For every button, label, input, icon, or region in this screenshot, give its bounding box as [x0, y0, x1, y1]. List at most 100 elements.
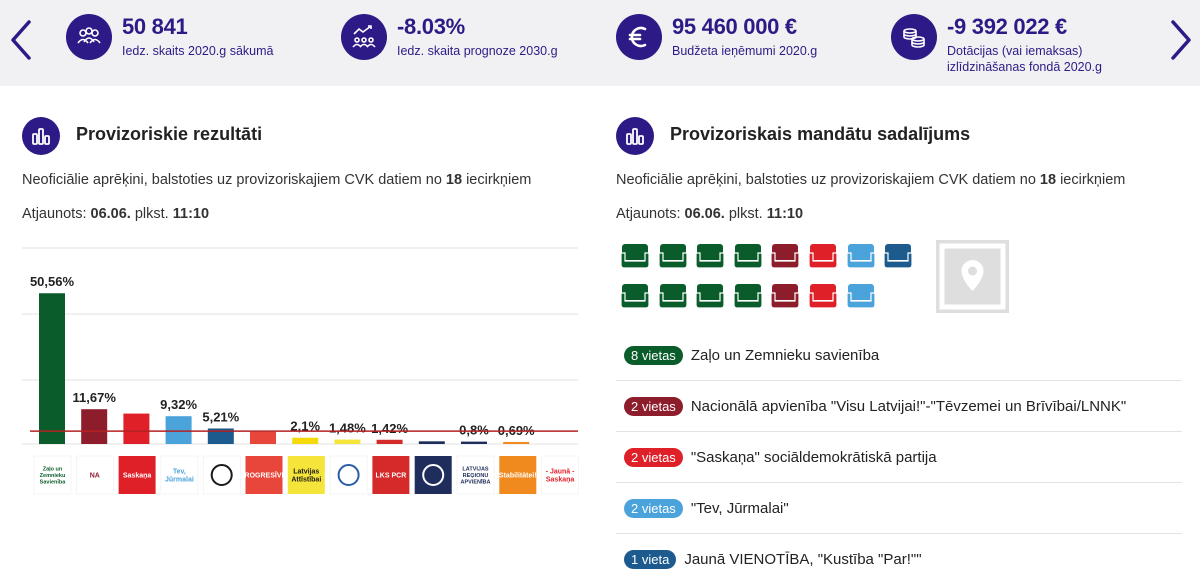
bar[interactable] — [165, 416, 192, 444]
data-label: 5,21% — [202, 409, 239, 424]
bar[interactable] — [334, 439, 361, 444]
results-title: Provizoriskie rezultāti — [76, 124, 263, 144]
stat-value: 50 841 — [122, 14, 188, 39]
stat-label: Budžeta ieņēmumi 2020.g — [672, 44, 818, 58]
data-label: 2,1% — [290, 419, 320, 434]
seat-icon — [657, 243, 688, 269]
svg-text:Stabilitātei!: Stabilitātei! — [499, 472, 537, 479]
svg-text:Jūrmalai: Jūrmalai — [165, 476, 194, 483]
data-label: 1,42% — [371, 421, 408, 436]
bar[interactable] — [81, 409, 108, 444]
seat-icon — [808, 283, 838, 309]
party-name: "Saskaņa" sociāldemokrātiskā partija — [690, 448, 937, 466]
seat-icon — [770, 243, 800, 269]
stat-value: -8.03% — [397, 14, 465, 39]
stat-value: 95 460 000 € — [672, 14, 797, 39]
bar[interactable] — [503, 441, 530, 444]
party-logo[interactable]: LKS PCR — [372, 456, 410, 494]
next-arrow-icon[interactable] — [1168, 18, 1194, 62]
population-trend-icon — [341, 14, 387, 60]
seat-icon — [808, 243, 838, 269]
data-label: 50,56% — [30, 274, 75, 289]
svg-text:Saskaņa: Saskaņa — [123, 472, 152, 479]
party-logo[interactable] — [202, 455, 241, 495]
bar-chart-icon — [22, 117, 60, 155]
data-label: 0,8% — [459, 423, 489, 438]
bar[interactable] — [207, 428, 234, 444]
bar[interactable] — [39, 293, 65, 444]
bar[interactable] — [461, 441, 487, 444]
party-logo[interactable]: NA — [76, 455, 114, 495]
svg-text:Zemnieku: Zemnieku — [40, 473, 66, 479]
bar[interactable] — [123, 413, 150, 444]
seat-count-badge: 2 vietas — [624, 498, 683, 518]
seat-count-badge: 2 vietas — [624, 447, 683, 467]
svg-text:LKS PCR: LKS PCR — [376, 472, 407, 479]
svg-text:APVIENĪBA: APVIENĪBA — [461, 478, 491, 485]
seat-list-item[interactable]: 1 vieta Jaunā VIENOTĪBA, "Kustība "Par!"" — [616, 534, 1182, 585]
seat-list-item[interactable]: 2 vietas "Saskaņa" sociāldemokrātiskā par… — [616, 432, 1182, 483]
seat-count-badge: 1 vieta — [624, 550, 677, 569]
euro-icon — [616, 14, 662, 60]
svg-text:NA: NA — [90, 472, 100, 479]
seat-icon — [770, 283, 800, 309]
seat-icon — [695, 243, 725, 269]
seat-icon — [620, 243, 650, 269]
svg-text:PROGRESĪVIE: PROGRESĪVIE — [240, 471, 289, 479]
svg-text:Zaļo un: Zaļo un — [43, 466, 63, 472]
seat-icon — [845, 243, 876, 269]
party-logo[interactable] — [329, 455, 368, 495]
mandates-updated: Atjaunots: 06.06. plkst. 11:10 — [616, 206, 804, 222]
seat-count-badge: 8 vietas — [624, 345, 683, 365]
seat-list-item[interactable]: 8 vietas Zaļo un Zemnieku savienība — [616, 330, 1182, 381]
data-label: 1,48% — [329, 421, 366, 436]
svg-text:- Jaunā -: - Jaunā - — [546, 468, 575, 475]
results-description: Neoficiālie aprēķini, balstoties uz prov… — [22, 172, 532, 188]
svg-text:Latvijas: Latvijas — [293, 468, 319, 475]
seat-icon — [620, 283, 650, 309]
party-name: "Tev, Jūrmalai" — [690, 499, 789, 517]
svg-text:LATVIJAS: LATVIJAS — [462, 466, 489, 472]
data-label: 9,32% — [160, 397, 197, 412]
seat-icon — [695, 283, 725, 309]
prev-arrow-icon[interactable] — [8, 18, 34, 62]
bar[interactable] — [376, 439, 403, 444]
data-label: 11,67% — [73, 390, 117, 405]
seat-list-item[interactable]: 2 vietas Nacionālā apvienība "Visu Latvij… — [616, 381, 1182, 432]
svg-text:Attīstībai: Attīstībai — [291, 476, 321, 483]
party-name: Zaļo un Zemnieku savienība — [690, 346, 880, 364]
seat-icon — [733, 243, 763, 269]
party-logo[interactable] — [414, 456, 452, 494]
stats-bar: 50 841 Iedz. skaits 2020.g sākumā -8.03%… — [0, 0, 1200, 86]
party-logo[interactable]: Tev,Jūrmalai — [160, 455, 199, 495]
bar-chart-icon — [616, 117, 654, 155]
map-pin-icon — [936, 240, 1009, 313]
seat-icon — [883, 243, 913, 269]
seat-icon — [657, 283, 688, 309]
coins-icon — [891, 14, 937, 60]
party-logo[interactable]: PROGRESĪVIE — [240, 456, 289, 494]
results-updated: Atjaunots: 06.06. plkst. 11:10 — [22, 206, 210, 222]
bar[interactable] — [292, 437, 319, 444]
party-name: Jaunā VIENOTĪBA, "Kustība "Par!"" — [684, 551, 922, 568]
mandates-description: Neoficiālie aprēķini, balstoties uz prov… — [616, 172, 1126, 188]
seat-icon — [845, 283, 876, 309]
party-logo[interactable]: Stabilitātei! — [499, 456, 537, 494]
party-logo[interactable]: Saskaņa — [118, 456, 156, 494]
people-icon — [66, 14, 112, 60]
bar[interactable] — [418, 441, 445, 444]
stat-value: -9 392 022 € — [947, 14, 1067, 39]
party-name: Nacionālā apvienība "Visu Latvijai!"-"Tē… — [690, 397, 1127, 415]
bar[interactable] — [250, 431, 276, 444]
results-bar-chart: 50,56% 11,67% 9,32% 5,21% 2,1% 1,48% 1,42% 0,8%… — [22, 247, 579, 495]
seat-list-item[interactable]: 2 vietas "Tev, Jūrmalai" — [616, 483, 1182, 534]
mandates-title: Provizoriskais mandātu sadalījums — [670, 124, 971, 144]
svg-text:Tev,: Tev, — [173, 468, 186, 475]
svg-text:Savienība: Savienība — [40, 479, 67, 485]
seat-count-badge: 2 vietas — [624, 396, 683, 416]
party-logo[interactable]: - Jaunā -Saskaņa — [541, 455, 579, 495]
seat-icon — [733, 283, 763, 309]
